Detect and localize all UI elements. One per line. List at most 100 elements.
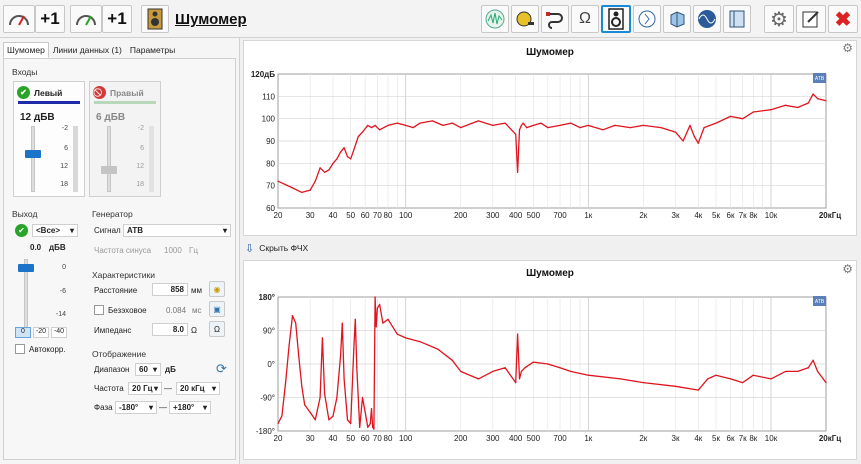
- anechoic-checkbox[interactable]: [94, 305, 104, 315]
- range-value: 60: [139, 365, 148, 374]
- settings-button[interactable]: ⚙: [764, 5, 794, 33]
- right-channel-header[interactable]: ⃠ Правый: [93, 85, 157, 100]
- data-point: [346, 156, 349, 158]
- add-one-button-a[interactable]: +1: [35, 5, 65, 33]
- right-channel-color-bar: [94, 101, 156, 104]
- left-gain-slider[interactable]: [31, 126, 35, 192]
- freq-from-select[interactable]: 20 Гц ▾: [128, 382, 162, 395]
- data-point: [515, 382, 517, 384]
- magnitude-chart-panel: Шумомер ⚙ 120дБ 110 100 90 80 70 60 20 30 40 50 60 7…: [243, 40, 857, 236]
- x-tick-label: 700: [553, 211, 567, 220]
- output-check-icon[interactable]: ✔: [15, 224, 28, 237]
- distance-field[interactable]: 858: [152, 283, 188, 296]
- data-point: [817, 370, 819, 373]
- data-point: [373, 428, 375, 430]
- phase-from-value: -180°: [119, 403, 139, 412]
- data-point: [807, 102, 809, 104]
- range-select[interactable]: 60 ▾: [135, 363, 161, 376]
- range-40-button[interactable]: -40: [51, 327, 67, 338]
- x-tick-label: 60: [361, 434, 370, 443]
- data-point: [520, 124, 522, 126]
- room-button[interactable]: [663, 5, 691, 33]
- sine-freq-value[interactable]: 1000: [164, 246, 182, 255]
- refresh-icon[interactable]: ⟳: [216, 361, 227, 376]
- impedance-field[interactable]: 8.0: [152, 323, 188, 336]
- ohm-button-small[interactable]: Ω: [209, 321, 225, 337]
- panel-button[interactable]: [723, 5, 751, 33]
- x-tick-label: 50: [346, 211, 355, 220]
- data-point: [314, 180, 316, 182]
- phase-chart[interactable]: 180° 90° 0° -90° -180°20 30 40 50 60 70 80 100 200 30…: [244, 261, 858, 461]
- speaker-info-button[interactable]: [633, 5, 661, 33]
- data-point: [602, 129, 604, 131]
- tape-measure-button[interactable]: [511, 5, 539, 33]
- x-tick-label: 400: [509, 211, 523, 220]
- tab-data-lines[interactable]: Линии данных (1): [52, 45, 122, 55]
- data-point: [729, 115, 732, 118]
- data-point: [547, 363, 549, 365]
- spectrum-button[interactable]: [481, 5, 509, 33]
- ohm-button[interactable]: Ω: [571, 5, 599, 33]
- data-point: [825, 100, 827, 102]
- data-point: [619, 378, 622, 380]
- output-level-thumb[interactable]: [18, 264, 34, 272]
- oscilloscope-icon: [698, 10, 716, 28]
- room-button-small[interactable]: ▣: [209, 301, 225, 317]
- left-gain-thumb[interactable]: [25, 150, 41, 159]
- tab-parameters[interactable]: Параметры: [129, 45, 176, 55]
- data-point: [614, 124, 616, 126]
- data-point: [524, 367, 526, 369]
- gauge-loop-button[interactable]: [70, 5, 102, 33]
- data-point: [437, 348, 439, 350]
- gear-icon[interactable]: ⚙: [842, 262, 853, 276]
- range-20-button[interactable]: -20: [33, 327, 49, 338]
- data-point: [825, 382, 827, 384]
- data-point: [336, 158, 338, 160]
- phase-from-select[interactable]: -180° ▾: [115, 401, 157, 414]
- data-point: [460, 370, 462, 373]
- right-gain-slider[interactable]: [107, 126, 111, 192]
- atb-badge: ATB: [813, 296, 826, 306]
- right-gain-thumb[interactable]: [101, 165, 117, 174]
- speaker-selected-button[interactable]: [601, 5, 631, 33]
- close-button[interactable]: ✖: [828, 5, 858, 33]
- edit-button[interactable]: [796, 5, 826, 33]
- data-point: [309, 189, 311, 191]
- add-one-button-b[interactable]: +1: [102, 5, 132, 33]
- phase-to-select[interactable]: +180° ▾: [169, 401, 211, 414]
- data-point: [367, 426, 369, 428]
- close-icon: ✖: [834, 8, 852, 31]
- speaker-button[interactable]: [141, 5, 169, 33]
- oscilloscope-button[interactable]: [693, 5, 721, 33]
- gear-icon[interactable]: ⚙: [842, 41, 853, 55]
- freq-to-select[interactable]: 20 кГц ▾: [176, 382, 220, 395]
- data-point: [517, 171, 519, 173]
- data-point: [504, 122, 506, 124]
- tick-label: 18: [136, 181, 144, 188]
- left-channel-header[interactable]: ✔ Левый: [17, 85, 81, 100]
- x-tick-label: 40: [329, 211, 338, 220]
- data-point: [752, 374, 754, 376]
- x-tick-label: 50: [346, 434, 355, 443]
- hide-phase-button[interactable]: ⇩ Скрыть ФЧХ: [245, 240, 308, 256]
- data-point: [374, 296, 376, 298]
- range-unit: дБ: [165, 365, 176, 374]
- autocorr-checkbox[interactable]: [15, 344, 25, 354]
- data-point: [405, 124, 407, 126]
- atb-badge-bg: [813, 73, 826, 83]
- signal-select[interactable]: АТВ ▾: [123, 224, 231, 237]
- output-channel-select[interactable]: <Все> ▾: [32, 224, 78, 237]
- range-0-button[interactable]: 0: [15, 327, 31, 338]
- x-tick-label: 5к: [712, 211, 720, 220]
- data-point: [518, 129, 521, 131]
- data-point: [370, 408, 373, 410]
- data-point: [522, 122, 524, 124]
- data-point: [354, 318, 356, 320]
- gauge-button[interactable]: [3, 5, 35, 33]
- tape-measure-button-small[interactable]: ◉: [209, 281, 225, 297]
- cable-button[interactable]: [541, 5, 569, 33]
- tab-meter[interactable]: Шумомер: [3, 42, 49, 58]
- y-tick-label: 70: [266, 182, 275, 191]
- data-point: [281, 415, 283, 417]
